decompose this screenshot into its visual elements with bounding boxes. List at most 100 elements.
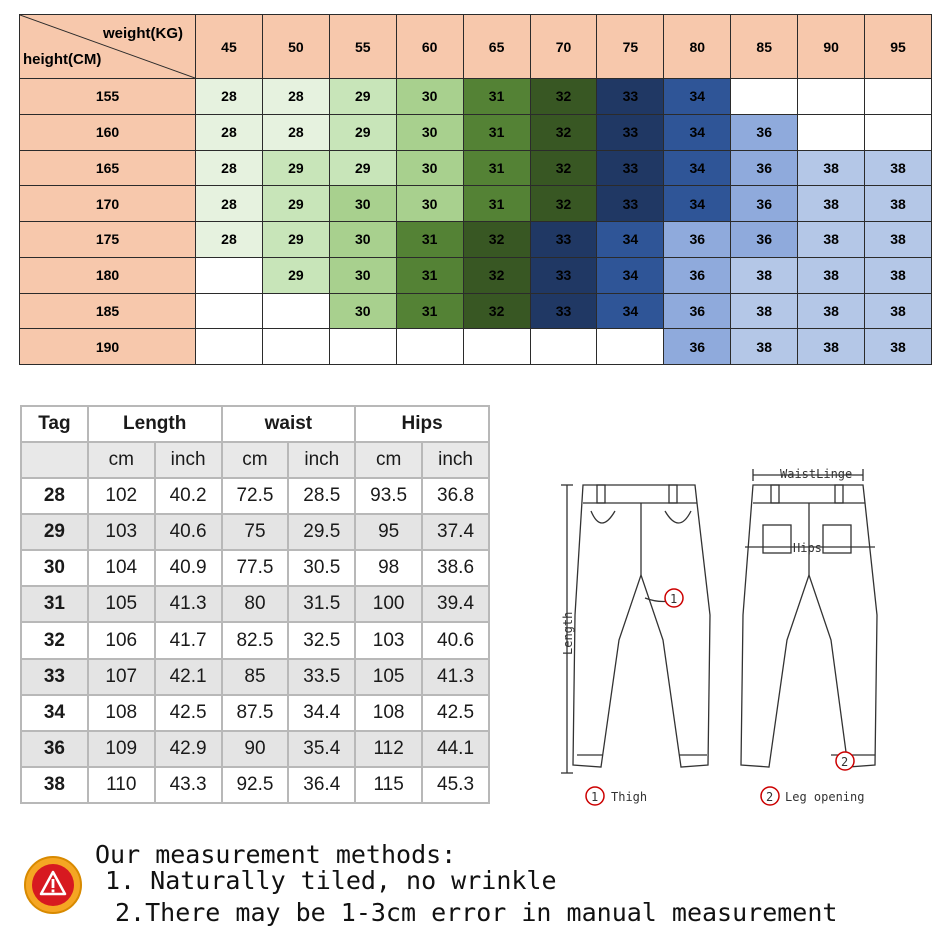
- tag-cell: 32: [20, 621, 89, 660]
- weight-header-cell: 65: [462, 14, 531, 79]
- measure-cell: 104: [86, 549, 156, 588]
- measure-cell: 108: [86, 693, 156, 732]
- units-row: cm inch cm inch cm inch: [20, 441, 490, 480]
- measure-cell: 34.4: [287, 693, 357, 732]
- size-cell: 29: [261, 256, 330, 294]
- weight-header-cell: 75: [596, 14, 665, 79]
- measure-cell: 42.1: [153, 657, 223, 696]
- measure-cell: 40.9: [153, 549, 223, 588]
- grid-row: 170 28 29 30 30 31 32 33 34 36 38 38: [19, 185, 932, 222]
- measure-cell: 39.4: [421, 585, 490, 624]
- measure-cell: 32.5: [287, 621, 357, 660]
- tag-cell: 30: [20, 549, 89, 588]
- size-cell: 38: [730, 328, 799, 365]
- size-cell: 29: [261, 149, 330, 187]
- marker-2-circle: [835, 751, 855, 771]
- size-cell: 36: [730, 149, 799, 187]
- measure-cell: 29.5: [287, 513, 357, 552]
- size-cell: 30: [328, 256, 397, 294]
- size-cell: 38: [797, 328, 866, 365]
- size-cell: 32: [462, 221, 531, 258]
- weight-header-cell: 85: [730, 14, 799, 79]
- measure-cell: 103: [354, 621, 424, 660]
- pants-measurement-diagram: 1 2 WaistLinge Hips Length 1 Thigh 2 Leg…: [545, 455, 890, 815]
- size-cell: 38: [730, 292, 799, 330]
- table-row: 32 106 41.7 82.5 32.5 103 40.6: [20, 621, 490, 660]
- legend-leg-opening: Leg opening: [785, 790, 864, 804]
- size-cell: 29: [328, 78, 397, 115]
- size-cell: 32: [529, 185, 598, 222]
- size-cell: 31: [462, 185, 531, 222]
- unit-cell: cm: [354, 441, 424, 480]
- legend-2-number: 2: [766, 790, 773, 804]
- weight-header-cell: 80: [663, 14, 732, 79]
- size-cell: [797, 78, 866, 115]
- tag-cell: 34: [20, 693, 89, 732]
- measure-cell: 100: [354, 585, 424, 624]
- unit-blank: [20, 441, 89, 480]
- size-cell: 30: [328, 221, 397, 258]
- measure-cell: 102: [86, 477, 156, 516]
- measure-cell: 42.9: [153, 729, 223, 768]
- measure-cell: 42.5: [153, 693, 223, 732]
- size-cell: [328, 328, 397, 365]
- measure-cell: 75: [220, 513, 290, 552]
- unit-cell: inch: [153, 441, 223, 480]
- size-cell: 34: [663, 185, 732, 222]
- size-cell: 34: [596, 256, 665, 294]
- header-length: Length: [86, 404, 223, 444]
- measure-cell: 42.5: [421, 693, 490, 732]
- size-cell: 33: [529, 221, 598, 258]
- grid-corner-cell: weight(KG) height(CM): [19, 14, 196, 79]
- size-cell: 38: [864, 221, 932, 258]
- size-cell: 30: [395, 113, 464, 151]
- measure-cell: 40.6: [153, 513, 223, 552]
- measure-cell: 37.4: [421, 513, 490, 552]
- measure-cell: 80: [220, 585, 290, 624]
- unit-cell: inch: [287, 441, 357, 480]
- size-cell: [195, 292, 263, 330]
- measure-cell: 92.5: [220, 765, 290, 805]
- size-cell: 28: [195, 149, 263, 187]
- height-axis-label: height(CM): [23, 51, 102, 68]
- size-cell: 28: [261, 113, 330, 151]
- header-tag: Tag: [20, 404, 89, 444]
- size-cell: 38: [797, 221, 866, 258]
- measure-cell: 40.6: [421, 621, 490, 660]
- note-line-2: 2.There may be 1-3cm error in manual mea…: [115, 898, 838, 927]
- measure-cell: 85: [220, 657, 290, 696]
- size-cell: 38: [864, 149, 932, 187]
- measure-cell: 106: [86, 621, 156, 660]
- size-cell: 29: [261, 185, 330, 222]
- size-cell: 30: [395, 78, 464, 115]
- size-cell: 29: [328, 149, 397, 187]
- tag-cell: 31: [20, 585, 89, 624]
- grid-row: 190 36 38 38 38: [19, 328, 932, 365]
- measure-cell: 87.5: [220, 693, 290, 732]
- size-cell: 38: [864, 328, 932, 365]
- table-row: 36 109 42.9 90 35.4 112 44.1: [20, 729, 490, 768]
- size-chart-grid: weight(KG) height(CM) 45 50 55 60 65 70 75 80 85 90…: [19, 14, 932, 365]
- size-cell: 33: [596, 113, 665, 151]
- size-cell: 32: [529, 113, 598, 151]
- measure-cell: 110: [86, 765, 156, 805]
- size-cell: 31: [462, 78, 531, 115]
- size-cell: [730, 78, 799, 115]
- size-cell: 33: [529, 292, 598, 330]
- weight-header-cell: 90: [797, 14, 866, 79]
- size-cell: 36: [730, 185, 799, 222]
- measure-cell: 105: [86, 585, 156, 624]
- size-cell: 30: [395, 185, 464, 222]
- measure-cell: 107: [86, 657, 156, 696]
- size-cell: 38: [797, 292, 866, 330]
- measure-cell: 33.5: [287, 657, 357, 696]
- size-cell: 33: [596, 185, 665, 222]
- measure-cell: 43.3: [153, 765, 223, 805]
- measure-cell: 44.1: [421, 729, 490, 768]
- size-cell: [261, 292, 330, 330]
- size-cell: [596, 328, 665, 365]
- measure-cell: 109: [86, 729, 156, 768]
- measure-cell: 30.5: [287, 549, 357, 588]
- size-cell: 38: [797, 256, 866, 294]
- size-cell: 31: [395, 221, 464, 258]
